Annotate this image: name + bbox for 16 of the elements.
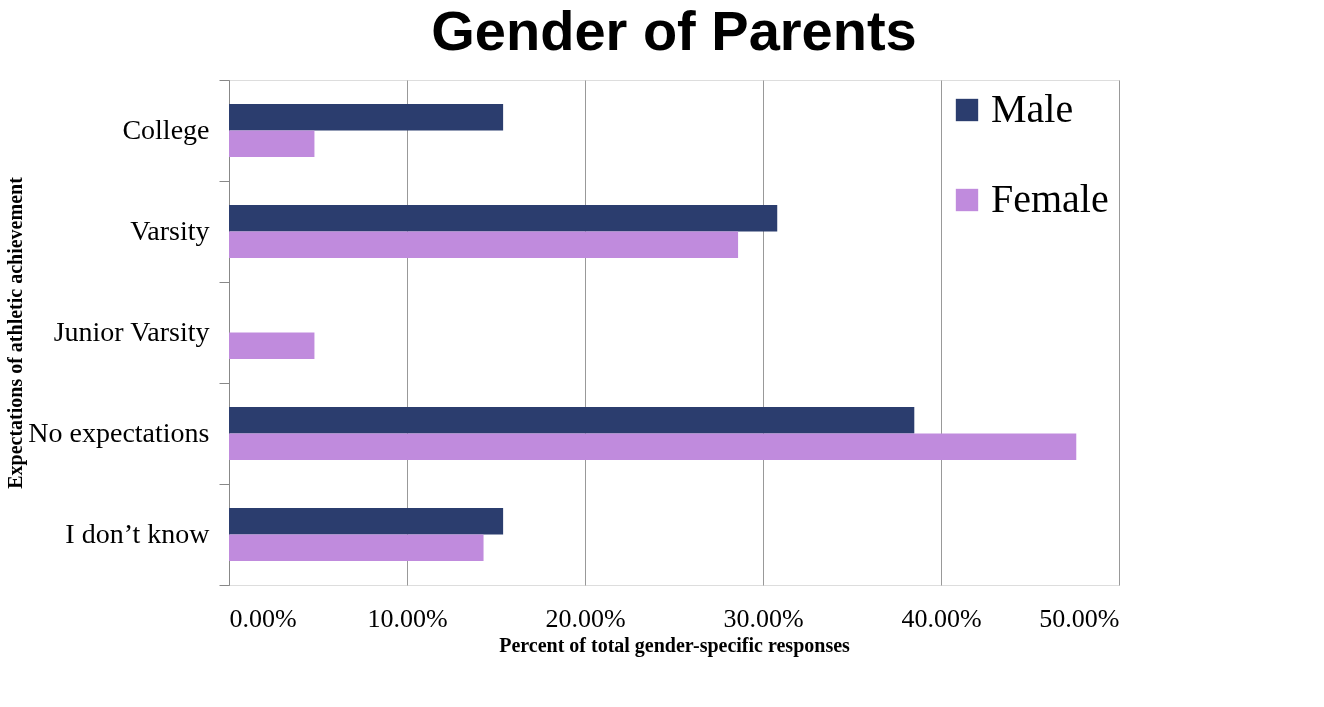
x-tick-label: 0.00% (229, 603, 297, 633)
legend-label: Male (991, 86, 1074, 131)
y-tick-label: I don’t know (65, 518, 211, 549)
y-tick-label: No expectations (28, 417, 210, 448)
chart-title: Gender of Parents (431, 0, 917, 62)
y-tick-label: College (122, 114, 210, 145)
x-axis-title: Percent of total gender-specific responses (499, 633, 851, 657)
y-axis-title: Expectations of athletic achievement (3, 176, 27, 489)
x-tick-label: 10.00% (367, 603, 448, 633)
y-tick-label: Junior Varsity (53, 316, 210, 347)
x-tick-label: 40.00% (901, 603, 982, 633)
x-tick-label: 20.00% (545, 603, 626, 633)
y-tick-label: Varsity (130, 215, 210, 246)
x-tick-label: 50.00% (1039, 603, 1120, 633)
legend-label: Female (991, 176, 1109, 221)
x-tick-label: 30.00% (723, 603, 804, 633)
